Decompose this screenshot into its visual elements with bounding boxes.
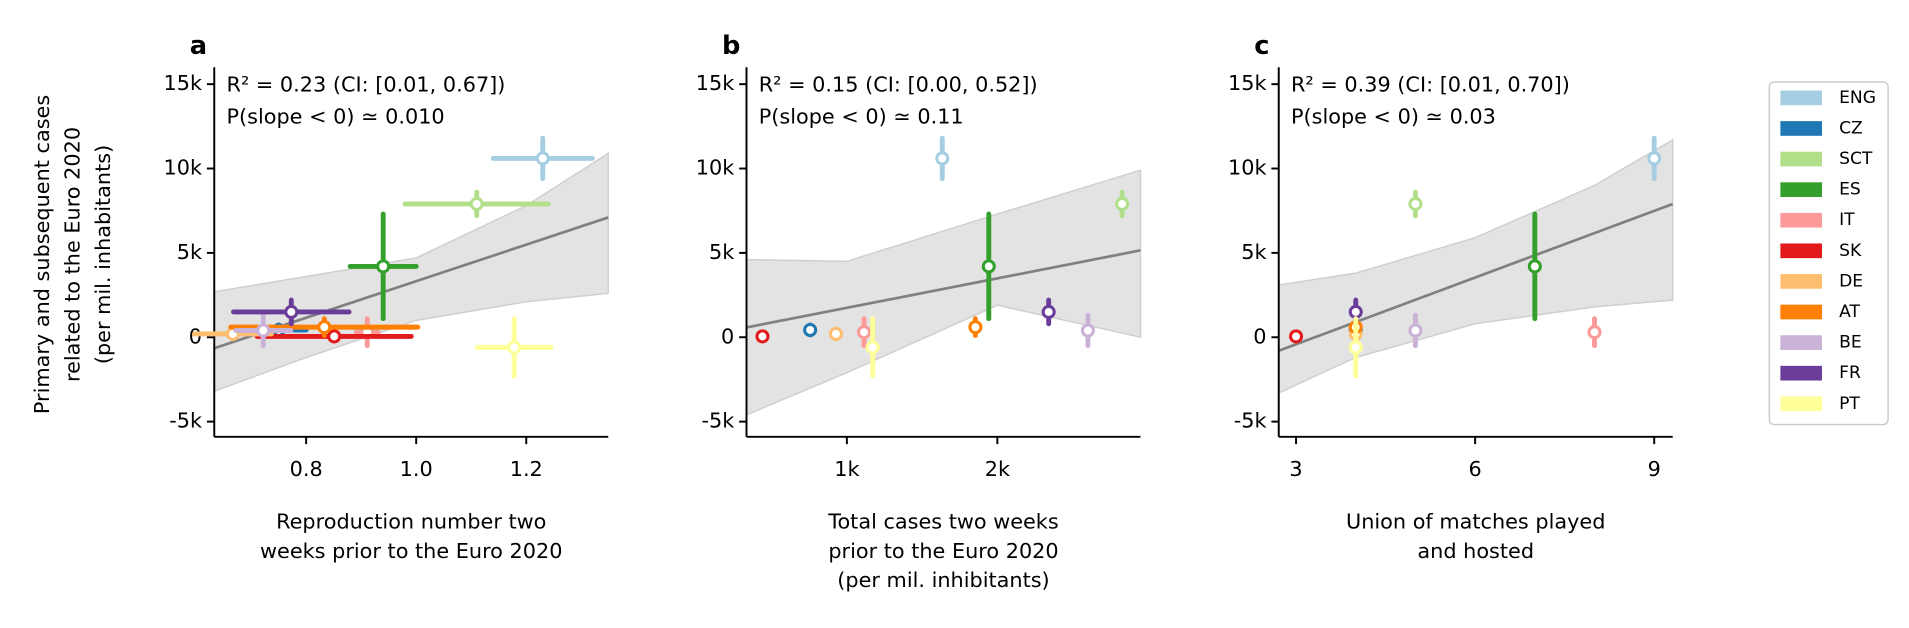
y-tick-label: -5k — [169, 409, 202, 433]
point — [1289, 329, 1304, 344]
y-axis-label: Primary and subsequent cases — [30, 95, 54, 414]
x-tick-label: 9 — [1648, 457, 1661, 481]
legend-label: BE — [1839, 333, 1862, 353]
ci-band — [745, 169, 1142, 416]
legend-label: PT — [1839, 394, 1860, 414]
legend-label: AT — [1839, 302, 1860, 322]
y-tick-label: 5k — [709, 240, 734, 264]
legend-label: IT — [1839, 210, 1855, 230]
y-tick-label: 15k — [1228, 71, 1267, 95]
annotation: R² = 0.15 (CI: [0.00, 0.52]) — [759, 73, 1038, 97]
y-tick-label: 0 — [1253, 324, 1266, 348]
x-tick-label: 1.2 — [510, 457, 543, 481]
legend-swatch — [1780, 304, 1822, 320]
x-tick-label: 2k — [985, 457, 1010, 481]
point — [828, 326, 843, 341]
y-tick-label: -5k — [701, 409, 734, 433]
point — [1647, 151, 1662, 166]
y-axis-label: related to the Euro 2020 — [61, 127, 85, 382]
point — [755, 329, 770, 344]
legend-swatch — [1780, 121, 1822, 136]
annotation: P(slope < 0) ≃ 0.11 — [759, 104, 964, 128]
legend-swatch — [1780, 365, 1822, 381]
legend-swatch — [1780, 274, 1822, 289]
y-tick-label: 5k — [1241, 240, 1266, 264]
point — [803, 322, 818, 338]
legend-swatch — [1780, 335, 1822, 350]
legend-swatch — [1780, 151, 1822, 167]
point — [1408, 196, 1423, 211]
legend-label: ES — [1839, 180, 1861, 200]
legend-swatch — [1780, 243, 1822, 259]
panel-label: c — [1254, 31, 1269, 61]
annotation: R² = 0.23 (CI: [0.01, 0.67]) — [227, 73, 506, 97]
ci-band — [213, 152, 609, 393]
x-tick-label: 1k — [834, 457, 859, 481]
point — [1527, 259, 1542, 274]
annotation: R² = 0.39 (CI: [0.01, 0.70]) — [1291, 73, 1570, 97]
point — [507, 340, 522, 355]
x-axis-label: Total cases two weeks — [827, 509, 1058, 533]
y-axis-label: (per mil. inhabitants) — [91, 145, 115, 364]
x-tick-label: 0.8 — [290, 457, 323, 481]
point — [317, 320, 332, 335]
x-axis-label: Reproduction number two — [276, 509, 546, 533]
point — [1115, 196, 1130, 211]
fit-line — [746, 249, 1141, 329]
legend-label: SK — [1839, 241, 1862, 261]
x-axis-label: and hosted — [1417, 539, 1534, 563]
point — [327, 329, 342, 344]
point — [968, 320, 983, 335]
ci-band — [1278, 138, 1674, 395]
legend-swatch — [1780, 212, 1822, 228]
point — [469, 196, 484, 211]
panel-label: a — [190, 31, 207, 61]
y-tick-label: 10k — [164, 156, 203, 180]
legend-label: SCT — [1839, 149, 1873, 169]
fit-line — [1278, 202, 1674, 353]
y-tick-label: 15k — [696, 71, 735, 95]
x-axis-label: (per mil. inhibitants) — [837, 568, 1049, 592]
y-tick-label: -5k — [1234, 409, 1267, 433]
y-tick-label: 5k — [177, 240, 202, 264]
point — [1041, 304, 1056, 319]
legend-swatch — [1780, 90, 1822, 106]
x-axis-label: weeks prior to the Euro 2020 — [260, 539, 562, 563]
y-tick-label: 0 — [721, 324, 734, 348]
point — [1587, 325, 1602, 340]
x-tick-label: 6 — [1469, 457, 1482, 481]
point — [856, 325, 872, 340]
annotation: P(slope < 0) ≃ 0.010 — [227, 104, 445, 128]
x-tick-label: 3 — [1289, 457, 1302, 481]
y-tick-label: 10k — [1228, 156, 1267, 180]
point — [256, 323, 271, 338]
x-axis-label: Union of matches played — [1346, 509, 1605, 533]
point — [1080, 323, 1095, 338]
point — [535, 151, 550, 166]
legend-swatch — [1780, 182, 1822, 197]
x-axis-label: prior to the Euro 2020 — [828, 539, 1058, 563]
point — [865, 340, 880, 355]
annotation: P(slope < 0) ≃ 0.03 — [1291, 104, 1496, 128]
y-tick-label: 10k — [696, 156, 735, 180]
legend-label: DE — [1839, 271, 1863, 291]
legend-label: FR — [1839, 363, 1861, 383]
point — [935, 151, 950, 166]
x-tick-label: 1.0 — [400, 457, 433, 481]
panel-label: b — [722, 31, 740, 61]
y-tick-label: 15k — [164, 71, 203, 95]
point — [1408, 323, 1423, 338]
point — [284, 304, 299, 319]
legend-label: CZ — [1839, 118, 1863, 138]
point — [376, 259, 391, 274]
legend-swatch — [1780, 396, 1822, 412]
point — [981, 259, 996, 274]
point — [1348, 340, 1363, 355]
legend-label: ENG — [1839, 88, 1876, 108]
point — [1348, 304, 1363, 319]
